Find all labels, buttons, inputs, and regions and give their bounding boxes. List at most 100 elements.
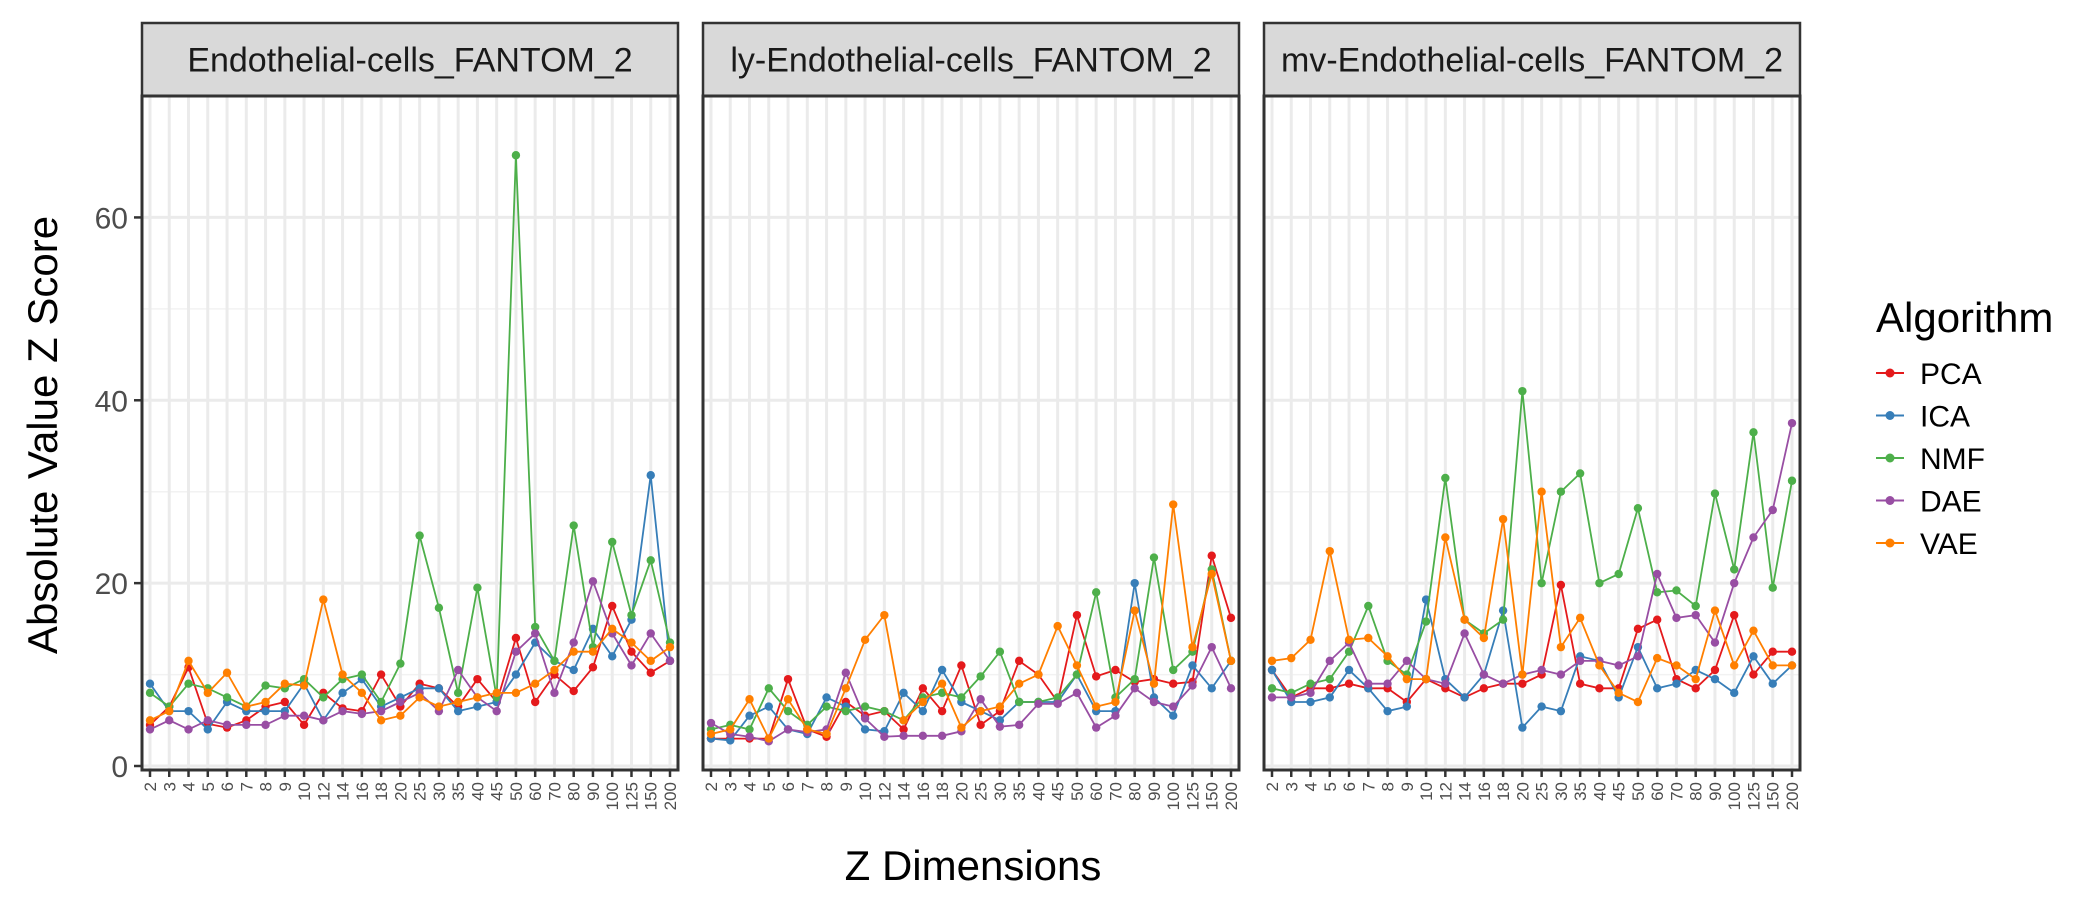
data-point — [1383, 706, 1392, 716]
data-point — [1633, 652, 1643, 661]
data-point — [473, 693, 482, 702]
data-point — [550, 665, 559, 675]
data-point — [1730, 661, 1739, 670]
data-point — [1014, 656, 1024, 666]
data-point — [1421, 674, 1431, 684]
data-point — [222, 668, 232, 677]
data-point — [203, 688, 212, 698]
x-tick-label: 7 — [798, 782, 817, 791]
x-tick-label: 45 — [1610, 782, 1629, 801]
data-point — [1768, 647, 1777, 656]
x-tick-label: 7 — [237, 782, 256, 791]
data-point — [1537, 665, 1546, 675]
x-tick-label: 5 — [199, 782, 218, 791]
data-point — [530, 629, 540, 638]
y-tick-label: 60 — [95, 202, 128, 235]
data-point — [1498, 679, 1508, 688]
data-point — [1344, 679, 1354, 688]
x-tick-label: 12 — [1436, 782, 1455, 801]
data-point — [550, 656, 559, 666]
x-tick-label: 8 — [1379, 782, 1398, 791]
data-point — [995, 647, 1005, 656]
data-point — [665, 656, 675, 666]
data-point — [1169, 500, 1178, 509]
data-point — [899, 731, 908, 741]
data-point — [1402, 674, 1412, 684]
panel-2: ly-Endothelial-cells_FANTOM_22 3 4 5 6 7 8 9 10 1… — [701, 21, 1241, 810]
data-point — [995, 702, 1005, 711]
data-point — [1014, 697, 1024, 707]
series-line-nmf — [1271, 391, 1793, 694]
data-point — [1169, 711, 1178, 720]
data-point — [569, 686, 578, 696]
data-point — [1691, 674, 1700, 684]
series-line-dae — [1272, 422, 1793, 699]
data-point — [1072, 661, 1082, 670]
data-point — [1730, 610, 1739, 620]
data-point — [1169, 665, 1178, 675]
panel-background — [703, 96, 1239, 770]
data-point — [1710, 665, 1720, 675]
series-line-vae — [710, 504, 1232, 741]
legend-item-vae: VAE — [1876, 528, 1978, 561]
x-tick-label: 4 — [180, 782, 199, 791]
panel-border — [140, 94, 680, 772]
data-point — [357, 670, 367, 679]
data-point — [1749, 533, 1758, 542]
series-line-nmf — [710, 557, 1232, 731]
data-point — [1652, 569, 1662, 579]
x-tick-label: 9 — [1398, 782, 1417, 791]
data-point — [822, 729, 831, 739]
data-point — [726, 725, 735, 734]
x-tick-label: 16 — [914, 782, 933, 801]
x-tick-label: 14 — [1456, 782, 1475, 801]
data-point — [957, 693, 966, 702]
x-tick-label: 14 — [334, 782, 353, 801]
data-point — [880, 732, 889, 741]
x-tick-label: 12 — [875, 782, 894, 801]
data-point — [1034, 699, 1043, 709]
series-line-dae — [149, 578, 671, 731]
data-point — [1518, 723, 1527, 732]
data-point — [1556, 487, 1566, 496]
data-point — [1130, 674, 1139, 684]
data-point — [1014, 720, 1024, 730]
data-point — [376, 706, 386, 716]
data-point — [1402, 656, 1412, 666]
data-point — [918, 697, 928, 707]
data-point — [706, 718, 716, 728]
data-point — [1053, 621, 1062, 631]
data-point — [976, 695, 985, 704]
panel-background — [142, 96, 678, 770]
data-point — [1364, 601, 1373, 611]
x-tick-label: 6 — [779, 782, 798, 791]
x-tick-label: 6 — [218, 782, 237, 791]
data-point — [937, 679, 947, 688]
x-tick-label: 18 — [372, 782, 391, 801]
data-point — [1710, 674, 1720, 684]
data-point — [299, 711, 309, 720]
data-point — [396, 711, 405, 720]
data-point — [1226, 656, 1236, 666]
data-point — [511, 151, 521, 160]
x-tick-label: 90 — [584, 782, 603, 801]
data-point — [1672, 613, 1681, 623]
data-point — [841, 706, 851, 716]
data-point — [338, 706, 347, 716]
data-point — [1091, 723, 1101, 732]
x-tick-label: 25 — [972, 782, 991, 801]
data-point — [1518, 670, 1527, 679]
data-point — [627, 610, 636, 620]
legend-title: Algorithm — [1876, 294, 2053, 341]
data-point — [1460, 629, 1469, 638]
legend-key-point — [1885, 411, 1895, 420]
data-point — [783, 695, 793, 704]
data-point — [1787, 647, 1797, 656]
legend-item-ica: ICA — [1876, 401, 1970, 434]
x-tick-label: 2 — [141, 782, 160, 791]
data-point — [280, 711, 290, 720]
data-point — [1633, 624, 1643, 634]
data-point — [1014, 679, 1024, 688]
legend-key-point — [1885, 368, 1895, 378]
x-tick-label: 14 — [895, 782, 914, 801]
